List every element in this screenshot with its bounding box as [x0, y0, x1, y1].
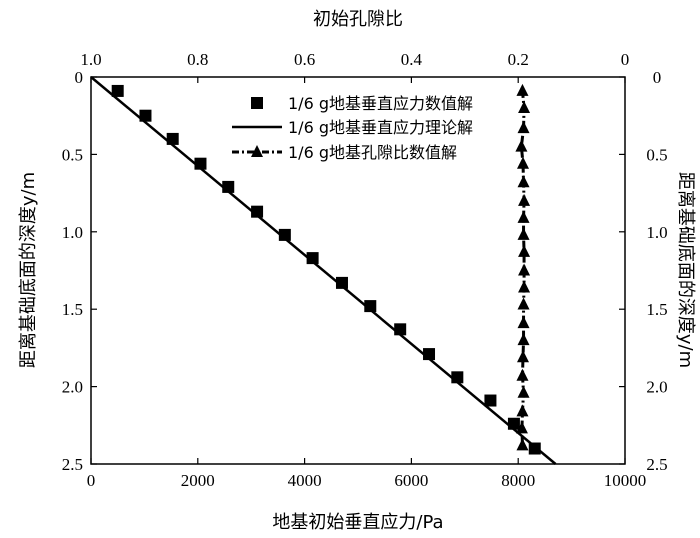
left-tick-label: 0.5 — [62, 145, 83, 164]
right-tick-label: 2.5 — [646, 455, 667, 474]
void-ratio-triangle-marker — [517, 156, 530, 169]
right-tick-label: 1.0 — [646, 223, 667, 242]
left-tick-label: 1.0 — [62, 223, 83, 242]
stress-square-marker — [507, 417, 520, 430]
top-tick-label: 0.6 — [294, 50, 315, 69]
bottom-tick-label: 8000 — [501, 471, 535, 490]
bottom-tick-label: 0 — [87, 471, 96, 490]
void-ratio-triangle-marker — [517, 227, 530, 240]
void-ratio-triangle-marker — [518, 244, 531, 257]
void-ratio-triangle-marker — [516, 368, 529, 381]
stress-square-marker — [251, 205, 264, 218]
void-ratio-triangle-marker — [515, 421, 528, 434]
void-ratio-triangle-marker — [517, 350, 530, 363]
bottom-axis-title: 地基初始垂直应力/Pa — [272, 512, 443, 533]
void-ratio-triangle-marker — [516, 83, 529, 96]
left-tick-label: 1.5 — [62, 300, 83, 319]
legend-entry-label: 1/6 g地基垂直应力数值解 — [288, 94, 473, 113]
top-tick-label: 1.0 — [80, 50, 101, 69]
void-ratio-triangle-marker — [518, 280, 531, 293]
legend-entry-label: 1/6 g地基孔隙比数值解 — [288, 143, 457, 162]
left-tick-label: 0 — [75, 68, 84, 87]
legend: 1/6 g地基垂直应力数值解 1/6 g地基垂直应力理论解 1/6 g地基孔隙比数值… — [232, 94, 473, 162]
right-tick-label: 0.5 — [646, 145, 667, 164]
top-tick-label: 0.4 — [401, 50, 423, 69]
left-tick-label: 2.0 — [62, 378, 83, 397]
stress-square-marker — [111, 84, 124, 97]
void-ratio-triangle-marker — [518, 193, 531, 206]
stress-square-marker — [484, 394, 497, 407]
series-layer — [90, 76, 557, 465]
bottom-tick-label: 6000 — [394, 471, 428, 490]
void-ratio-triangle-marker — [515, 139, 528, 152]
axis-ticks: 0 2000 4000 6000 8000 10000 1.0 0.8 0.6 0.4 0.2 0 0 0… — [62, 50, 668, 490]
left-tick-label: 2.5 — [62, 455, 83, 474]
bottom-tick-label: 2000 — [181, 471, 215, 490]
stress-square-marker — [335, 276, 348, 289]
void-ratio-triangle-marker — [517, 385, 530, 398]
void-ratio-triangle-marker — [517, 297, 530, 310]
right-tick-label: 1.5 — [646, 300, 667, 319]
void-ratio-triangle-marker — [516, 438, 529, 451]
top-tick-label: 0.2 — [508, 50, 529, 69]
void-ratio-triangle-marker — [517, 316, 530, 329]
void-ratio-triangle-marker — [517, 121, 530, 134]
void-ratio-triangle-marker — [518, 100, 531, 113]
void-ratio-triangle-marker — [518, 263, 531, 276]
legend-entry-label: 1/6 g地基垂直应力理论解 — [288, 118, 473, 137]
right-tick-label: 0 — [653, 68, 662, 87]
void-ratio-triangle-marker — [517, 333, 530, 346]
theory-stress-line — [90, 76, 557, 465]
plot-frame — [90, 76, 626, 465]
top-tick-label: 0.8 — [187, 50, 208, 69]
right-tick-label: 2.0 — [646, 378, 667, 397]
bottom-tick-label: 10000 — [604, 471, 647, 490]
legend-square-symbol — [251, 97, 263, 109]
stress-square-marker — [306, 252, 319, 265]
top-tick-label: 0 — [621, 50, 630, 69]
top-axis-title: 初始孔隙比 — [313, 9, 403, 30]
stress-square-marker — [364, 300, 377, 313]
stress-square-marker — [278, 228, 291, 241]
bottom-tick-label: 4000 — [288, 471, 322, 490]
void-ratio-triangle-marker — [517, 175, 530, 188]
right-axis-title: 距离基础底面的深度y/m — [675, 172, 696, 368]
legend-triangle-symbol — [251, 145, 263, 157]
left-axis-title: 距离基础底面的深度y/m — [18, 172, 39, 368]
void-ratio-triangle-marker — [516, 404, 529, 417]
void-ratio-triangle-marker — [517, 210, 530, 223]
